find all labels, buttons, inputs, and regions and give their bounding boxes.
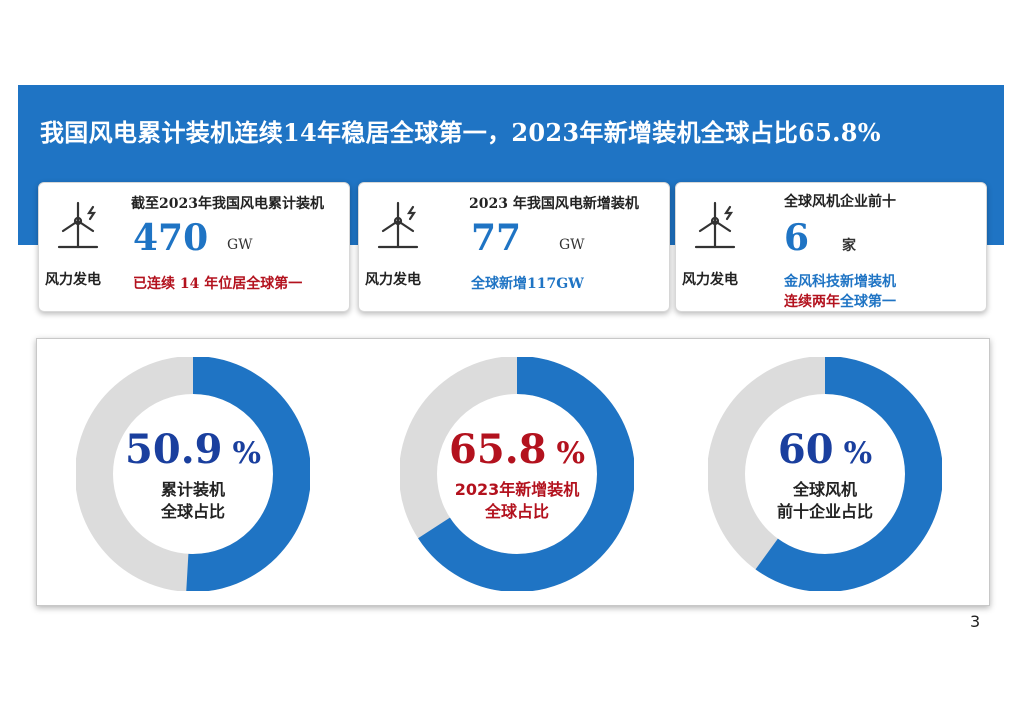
- donut-label-line1: 累计装机: [160, 480, 225, 499]
- donut-arc: [708, 357, 942, 591]
- donut-label: 2023年新增装机 全球占比: [427, 479, 607, 523]
- donut-label-line1: 全球风机: [792, 480, 857, 499]
- donut-value: 60%: [735, 426, 915, 473]
- donut-chart-enterprises: [708, 357, 942, 591]
- wind-turbine-icon: [694, 201, 736, 249]
- donut-value-percent: %: [843, 436, 873, 471]
- donut-label-line2: 全球占比: [160, 502, 225, 521]
- donut-center-new: 65.8% 2023年新增装机 全球占比: [427, 426, 607, 523]
- card-note: 全球新增117GW: [471, 276, 584, 292]
- donut-arc: [76, 357, 310, 591]
- card-unit: GW: [559, 237, 585, 253]
- wind-turbine-icon: [377, 201, 419, 249]
- donut-value-percent: %: [232, 436, 261, 471]
- donut-value-number: 60: [777, 426, 834, 473]
- donut-label-line2: 前十企业占比: [776, 502, 873, 521]
- page-title: 我国风电累计装机连续14年稳居全球第一，2023年新增装机全球占比65.8%: [40, 118, 881, 147]
- card-caption: 2023 年我国风电新增装机: [469, 196, 639, 212]
- card-note: 已连续 14 年位居全球第一: [133, 276, 303, 292]
- donut-arc: [400, 357, 634, 591]
- card-unit: 家: [842, 238, 856, 254]
- stat-card-enterprises: 风力发电 全球风机企业前十 6 家 金风科技新增装机 连续两年全球第一: [675, 182, 987, 312]
- donut-value: 65.8%: [427, 426, 607, 473]
- card-value: 6: [784, 217, 810, 259]
- card-value: 470: [133, 217, 209, 259]
- card-caption: 截至2023年我国风电累计装机: [131, 196, 324, 212]
- donut-value-percent: %: [556, 436, 585, 471]
- donut-label-line2: 全球占比: [484, 502, 549, 521]
- icon-label: 风力发电: [682, 272, 738, 288]
- page-number: 3: [970, 612, 981, 631]
- donut-label: 累计装机 全球占比: [103, 479, 283, 523]
- donut-value: 50.9%: [103, 426, 283, 473]
- card-value: 77: [471, 217, 522, 259]
- card-note-line2: 连续两年全球第一: [784, 291, 896, 311]
- donut-label: 全球风机前十企业占比: [735, 479, 915, 523]
- card-unit: GW: [227, 237, 253, 253]
- icon-label: 风力发电: [365, 272, 421, 288]
- donut-chart-new: [400, 357, 634, 591]
- card-note-line1: 金风科技新增装机: [784, 274, 896, 290]
- donut-label-line1: 2023年新增装机: [454, 480, 580, 499]
- icon-label: 风力发电: [45, 272, 101, 288]
- donut-value-number: 50.9: [125, 426, 223, 473]
- card-note-blue: 全球第一: [840, 294, 896, 310]
- donut-center-enterprises: 60% 全球风机前十企业占比: [735, 426, 915, 523]
- wind-turbine-icon: [57, 201, 99, 249]
- card-caption: 全球风机企业前十: [784, 194, 896, 210]
- stat-card-new: 风力发电 2023 年我国风电新增装机 77 GW 全球新增117GW: [358, 182, 670, 312]
- donut-chart-cumulative: [76, 357, 310, 591]
- card-note-red: 连续两年: [784, 294, 840, 310]
- stat-card-cumulative: 风力发电 截至2023年我国风电累计装机 470 GW 已连续 14 年位居全球…: [38, 182, 350, 312]
- donut-value-number: 65.8: [449, 426, 547, 473]
- donut-center-cumulative: 50.9% 累计装机全球占比: [103, 426, 283, 523]
